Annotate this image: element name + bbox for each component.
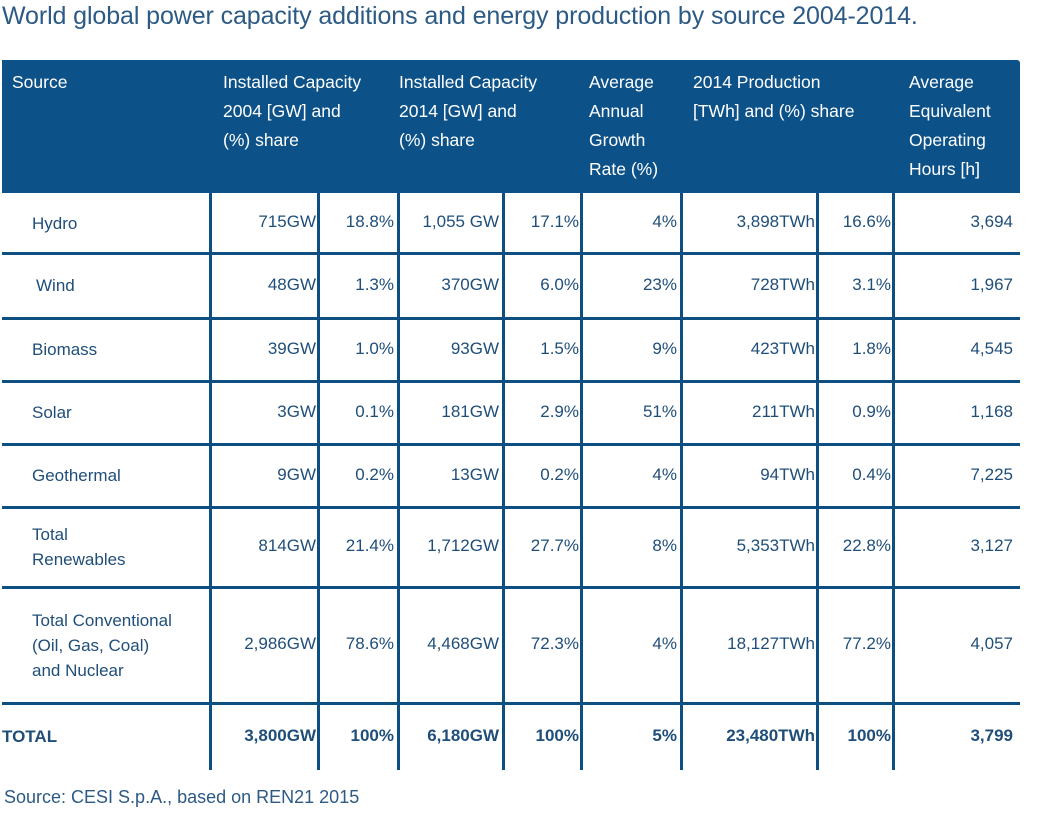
cell-cap2014-share: 100% — [535, 725, 579, 745]
cell-cap2014: 4,468GW — [427, 634, 499, 653]
column-divider — [502, 193, 505, 770]
cell-cap2004-share: 0.1% — [355, 401, 394, 421]
header-production-2014: 2014 Production [TWh] and (%) share — [693, 72, 855, 121]
cell-growth: 8% — [652, 536, 677, 555]
cell-cap2014-share: 72.3% — [530, 634, 579, 653]
cell-prod-share: 16.6% — [842, 212, 891, 231]
cell-cap2014: 370GW — [441, 274, 499, 294]
cell-cap2014-share: 17.1% — [530, 212, 579, 231]
cell-cap2004: 3GW — [277, 401, 316, 421]
cell-growth: 23% — [642, 274, 677, 294]
cell-cap2004: 3,800GW — [244, 725, 316, 745]
cell-cap2014-share: 1.5% — [540, 338, 579, 358]
cell-cap2014-share: 6.0% — [540, 274, 579, 294]
cell-cap2014: 93GW — [450, 338, 499, 358]
cell-hours: 1,168 — [970, 401, 1013, 421]
cell-cap2014-share: 2.9% — [540, 401, 579, 421]
cell-prod: 5,353TWh — [736, 536, 815, 555]
cell-growth: 51% — [642, 401, 677, 421]
cell-cap2014: 181GW — [441, 401, 499, 421]
cell-cap2014-share: 27.7% — [530, 536, 579, 555]
cell-prod: 728TWh — [750, 274, 815, 294]
row-divider — [2, 252, 1020, 255]
cell-cap2014: 6,180GW — [427, 725, 499, 745]
cell-prod: 23,480TWh — [726, 725, 815, 745]
column-divider — [397, 193, 400, 770]
cell-prod-share: 1.8% — [852, 338, 891, 358]
cell-cap2014: 13GW — [450, 464, 499, 484]
cell-cap2004: 2,986GW — [244, 634, 316, 653]
cell-hours: 1,967 — [970, 274, 1013, 294]
cell-cap2004-share: 0.2% — [355, 464, 394, 484]
cell-cap2004: 9GW — [277, 464, 316, 484]
cell-cap2004: 39GW — [267, 338, 316, 358]
cell-growth: 4% — [652, 464, 677, 484]
row-divider — [2, 586, 1020, 589]
row-source-label: Solar — [32, 403, 72, 422]
cell-hours: 4,545 — [970, 338, 1013, 358]
cell-cap2004-share: 21.4% — [345, 536, 394, 555]
row-divider — [2, 317, 1020, 320]
cell-cap2004: 48GW — [267, 274, 316, 294]
cell-cap2004-share: 100% — [350, 725, 394, 745]
cell-cap2004-share: 78.6% — [345, 634, 394, 653]
cell-prod-share: 0.4% — [852, 464, 891, 484]
cell-cap2004: 814GW — [258, 536, 316, 555]
row-source-label: Wind — [36, 276, 75, 295]
cell-cap2004-share: 18.8% — [345, 212, 394, 231]
column-divider — [816, 193, 819, 770]
cell-prod: 211TWh — [752, 401, 815, 421]
row-divider — [2, 506, 1020, 509]
cell-hours: 3,694 — [970, 212, 1013, 231]
cell-prod: 423TWh — [750, 338, 815, 358]
cell-hours: 3,799 — [970, 725, 1013, 745]
row-divider — [2, 702, 1020, 705]
row-source-label: Biomass — [32, 340, 98, 359]
column-divider — [209, 193, 212, 770]
header-source: Source — [12, 72, 68, 92]
row-source-label: Hydro — [32, 213, 78, 233]
table-header: Source Installed Capacity 2004 [GW] and … — [2, 60, 1020, 193]
cell-cap2014: 1,055 GW — [422, 212, 499, 231]
cell-hours: 4,057 — [970, 634, 1013, 653]
page-title: World global power capacity additions an… — [2, 2, 918, 30]
cell-prod: 94TWh — [760, 464, 815, 484]
cell-prod: 3,898TWh — [736, 212, 815, 231]
header-capacity-2014: Installed Capacity 2014 [GW] and (%) sha… — [399, 72, 538, 150]
column-divider — [892, 193, 895, 770]
header-operating-hours: Average Equivalent Operating Hours [h] — [909, 72, 991, 179]
row-divider — [2, 443, 1020, 446]
row-divider — [2, 380, 1020, 383]
source-note: Source: CESI S.p.A., based on REN21 2015 — [4, 787, 360, 807]
header-growth-rate: Average Annual Growth Rate (%) — [589, 72, 659, 179]
header-capacity-2004: Installed Capacity 2004 [GW] and (%) sha… — [223, 72, 362, 150]
cell-cap2004-share: 1.0% — [355, 338, 394, 358]
cell-hours: 7,225 — [970, 464, 1013, 484]
row-source-label: Total Conventional (Oil, Gas, Coal) and … — [32, 610, 172, 680]
cell-prod-share: 3.1% — [852, 274, 891, 294]
column-divider — [680, 193, 683, 770]
column-divider — [317, 193, 320, 770]
cell-cap2014: 1,712GW — [427, 536, 499, 555]
cell-growth: 4% — [652, 634, 677, 653]
row-source-label: Total Renewables — [32, 525, 126, 569]
cell-prod-share: 100% — [847, 725, 891, 745]
cell-cap2014-share: 0.2% — [540, 464, 579, 484]
cell-cap2004-share: 1.3% — [355, 274, 394, 294]
cell-growth: 9% — [652, 338, 677, 358]
cell-prod-share: 0.9% — [852, 401, 891, 421]
cell-cap2004: 715GW — [258, 212, 316, 231]
column-divider — [580, 193, 583, 770]
row-source-label: TOTAL — [2, 727, 58, 746]
cell-prod-share: 22.8% — [842, 536, 891, 555]
cell-growth: 4% — [652, 212, 677, 231]
cell-growth: 5% — [652, 725, 677, 745]
cell-hours: 3,127 — [970, 536, 1013, 555]
cell-prod: 18,127TWh — [727, 634, 815, 653]
row-source-label: Geothermal — [32, 466, 121, 485]
cell-prod-share: 77.2% — [842, 634, 891, 653]
